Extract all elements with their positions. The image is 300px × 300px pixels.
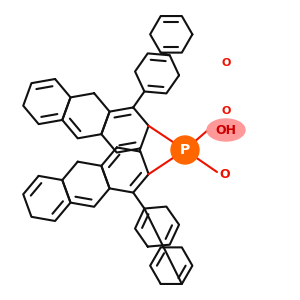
Text: P: P [180, 143, 190, 157]
Ellipse shape [207, 119, 245, 141]
Text: O: O [220, 169, 230, 182]
Text: O: O [222, 58, 231, 68]
Circle shape [171, 136, 199, 164]
Text: O: O [222, 106, 231, 116]
Text: OH: OH [215, 124, 236, 136]
